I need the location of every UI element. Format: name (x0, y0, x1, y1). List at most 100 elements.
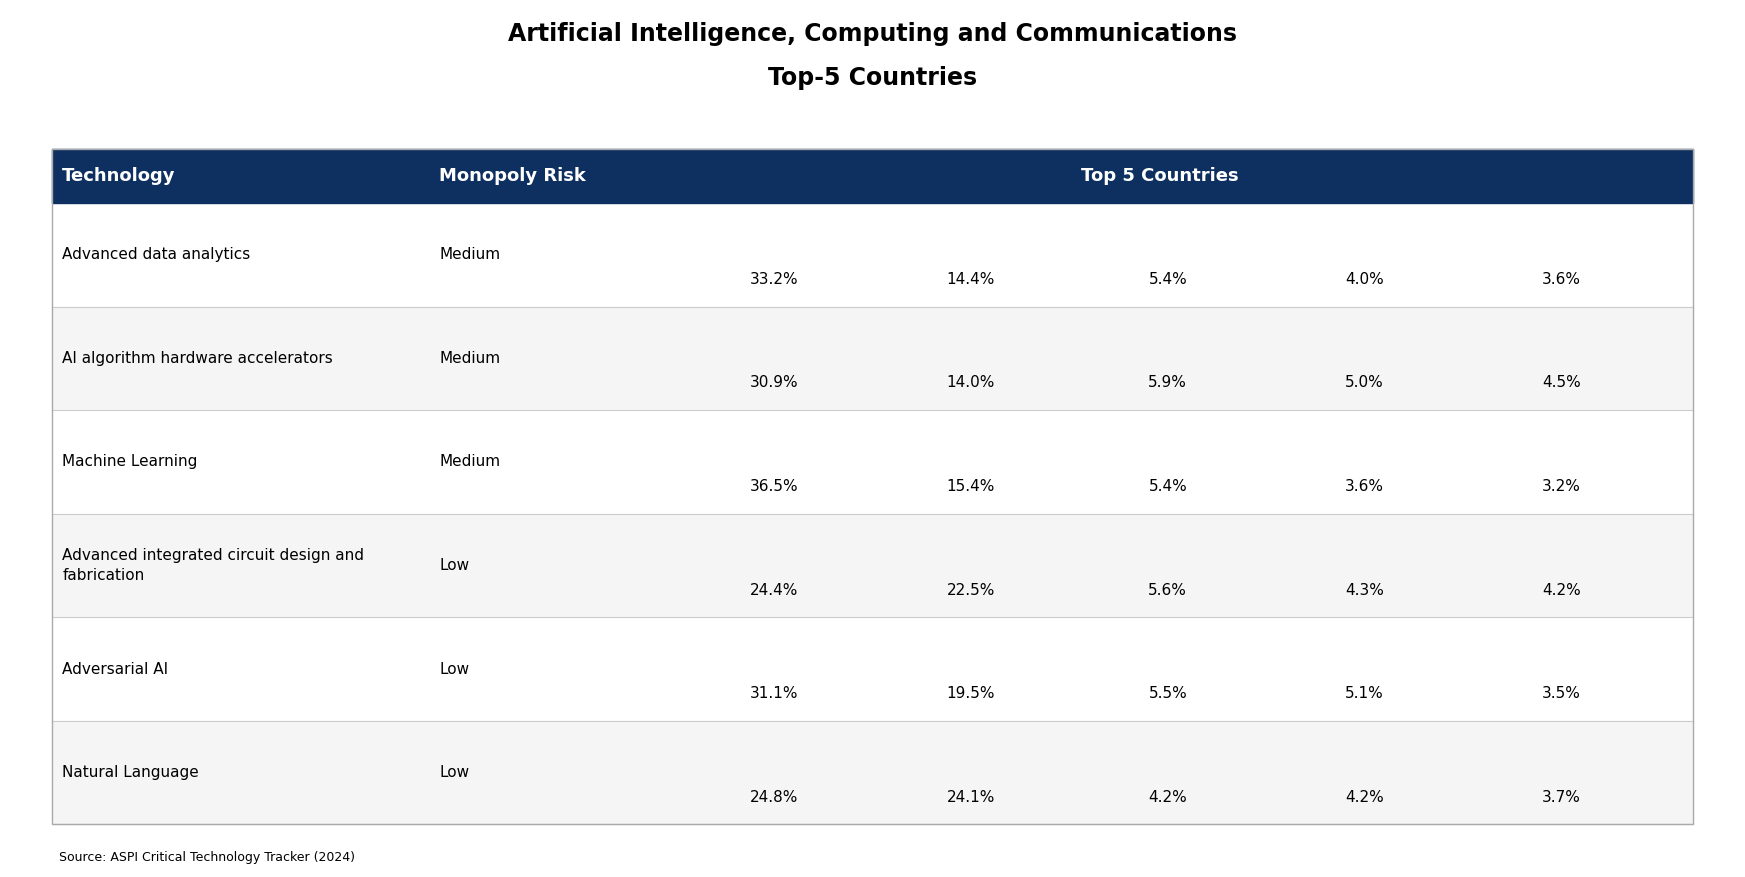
Bar (911, 538, 1030, 541)
Polygon shape (937, 424, 941, 425)
Polygon shape (953, 434, 956, 435)
Bar (911, 244, 1030, 247)
Polygon shape (928, 429, 934, 431)
Polygon shape (928, 641, 934, 642)
Polygon shape (918, 219, 921, 221)
Polygon shape (928, 424, 934, 425)
Polygon shape (914, 217, 918, 218)
Circle shape (1365, 333, 1396, 345)
Circle shape (1166, 235, 1169, 236)
Polygon shape (944, 523, 949, 524)
Polygon shape (941, 535, 946, 536)
Polygon shape (934, 644, 937, 645)
Bar (911, 237, 1030, 240)
Polygon shape (949, 644, 953, 645)
Polygon shape (934, 638, 937, 640)
Polygon shape (928, 325, 934, 326)
Polygon shape (719, 217, 770, 234)
Polygon shape (937, 222, 941, 223)
Circle shape (1569, 751, 1586, 756)
Text: 4.3%: 4.3% (1345, 582, 1384, 597)
Bar (911, 635, 1030, 638)
Polygon shape (944, 331, 949, 332)
Polygon shape (937, 532, 941, 534)
Polygon shape (756, 735, 759, 736)
Bar (1544, 639, 1579, 640)
Bar (1108, 732, 1227, 746)
Polygon shape (921, 335, 925, 337)
Polygon shape (914, 222, 918, 223)
Polygon shape (733, 750, 736, 751)
Polygon shape (921, 645, 925, 647)
Polygon shape (941, 214, 946, 216)
Text: Adversarial AI: Adversarial AI (63, 661, 168, 676)
Polygon shape (921, 331, 925, 332)
Polygon shape (918, 540, 921, 541)
Polygon shape (756, 739, 759, 741)
Circle shape (1166, 545, 1169, 547)
Polygon shape (921, 424, 925, 425)
Polygon shape (941, 323, 946, 324)
Bar (911, 648, 1030, 652)
Polygon shape (937, 331, 941, 332)
Polygon shape (724, 739, 729, 741)
Polygon shape (914, 331, 918, 332)
Polygon shape (949, 530, 953, 531)
Bar (1305, 525, 1424, 539)
Polygon shape (941, 421, 946, 423)
Polygon shape (918, 214, 921, 216)
Bar (1352, 215, 1377, 257)
Bar (1305, 636, 1365, 642)
Polygon shape (756, 750, 759, 751)
Polygon shape (927, 525, 930, 526)
Polygon shape (928, 212, 934, 213)
Bar (1326, 629, 1344, 650)
Polygon shape (928, 335, 934, 337)
Polygon shape (941, 525, 946, 526)
Polygon shape (927, 426, 930, 428)
Bar (911, 667, 1030, 671)
Text: 14.4%: 14.4% (948, 272, 995, 287)
Bar (1330, 629, 1340, 650)
Polygon shape (937, 645, 941, 647)
Circle shape (1569, 439, 1586, 446)
Bar (1305, 637, 1365, 641)
Polygon shape (949, 638, 953, 640)
Polygon shape (934, 328, 937, 329)
Polygon shape (949, 633, 953, 635)
Polygon shape (766, 214, 784, 221)
Text: Medium: Medium (440, 351, 501, 366)
Polygon shape (745, 747, 749, 748)
Polygon shape (927, 214, 930, 216)
Polygon shape (766, 317, 784, 324)
Polygon shape (944, 429, 949, 431)
Bar (715, 755, 834, 759)
Polygon shape (928, 217, 934, 218)
Text: 30.9%: 30.9% (750, 375, 799, 390)
Polygon shape (914, 523, 918, 524)
Bar (911, 438, 1030, 441)
Polygon shape (740, 735, 743, 736)
Polygon shape (949, 421, 953, 423)
Circle shape (1166, 442, 1169, 443)
Polygon shape (724, 735, 729, 736)
Polygon shape (914, 429, 918, 431)
Polygon shape (921, 626, 925, 627)
Text: 19.5%: 19.5% (948, 686, 995, 701)
Polygon shape (914, 316, 918, 317)
Bar (911, 247, 1030, 250)
Polygon shape (927, 535, 930, 536)
Polygon shape (944, 232, 949, 233)
Text: 4.2%: 4.2% (1543, 582, 1581, 597)
Polygon shape (766, 421, 784, 428)
Bar (715, 752, 834, 755)
Polygon shape (937, 626, 941, 627)
Bar (1347, 732, 1382, 774)
Bar (715, 736, 834, 738)
Polygon shape (949, 332, 953, 334)
Polygon shape (944, 419, 949, 420)
Polygon shape (777, 431, 796, 438)
Bar (1108, 629, 1227, 643)
Polygon shape (756, 730, 759, 731)
Polygon shape (937, 523, 941, 524)
